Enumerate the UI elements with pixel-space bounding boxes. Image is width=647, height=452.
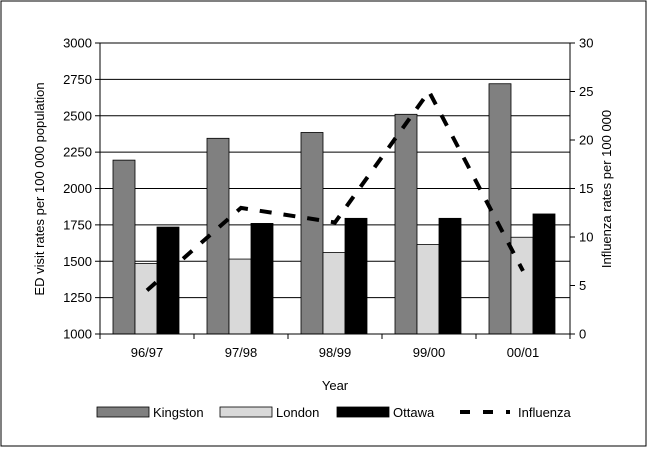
bars — [112, 83, 556, 335]
y-tick-label: 2250 — [63, 145, 92, 160]
y-tick-label: 1750 — [63, 217, 92, 232]
y2-tick-label: 10 — [579, 230, 593, 245]
line-influenza — [145, 87, 525, 292]
bar-london-96-97 — [134, 263, 158, 335]
bar-kingston-98-99 — [300, 132, 324, 335]
y-tick-label: 2000 — [63, 181, 92, 196]
y-axis-title: ED visit rates per 100 000 population — [32, 82, 47, 295]
y2-tick-label: 15 — [579, 181, 593, 196]
x-tick-label: 98/99 — [319, 345, 352, 360]
bar-london-98-99 — [322, 252, 346, 335]
y-tick-label: 2750 — [63, 72, 92, 87]
y2-tick-label: 25 — [579, 84, 593, 99]
x-tick-label: 96/97 — [131, 345, 164, 360]
legend-item-influenza: Influenza — [460, 405, 572, 420]
legend-swatch-kingston — [96, 406, 150, 418]
bar-london-99-00 — [416, 244, 440, 335]
legend-swatch-ottawa — [336, 406, 390, 418]
legend-label-influenza: Influenza — [518, 405, 572, 420]
legend-item-ottawa: Ottawa — [336, 405, 435, 420]
legend-label-kingston: Kingston — [153, 405, 204, 420]
legend-label-london: London — [276, 405, 319, 420]
y-tick-label: 1000 — [63, 327, 92, 342]
bar-ottawa-00-01 — [532, 213, 556, 335]
legend: Kingston London Ottawa Influenza — [96, 405, 572, 420]
x-tick-label: 97/98 — [225, 345, 258, 360]
influenza-line — [145, 87, 525, 292]
y-tick-label: 1250 — [63, 290, 92, 305]
bar-kingston-99-00 — [394, 113, 418, 335]
bar-kingston-96-97 — [112, 159, 136, 335]
y2-tick-label: 30 — [579, 36, 593, 51]
y2-axis-title: Influenza rates per 100 000 — [599, 110, 614, 268]
y-tick-label: 2500 — [63, 108, 92, 123]
bar-ottawa-97-98 — [250, 223, 274, 335]
y-tick-label: 3000 — [63, 36, 92, 51]
bar-london-97-98 — [228, 258, 252, 335]
bar-ottawa-99-00 — [438, 217, 462, 335]
bar-ottawa-98-99 — [344, 217, 368, 335]
y2-tick-label: 5 — [579, 278, 586, 293]
x-axis-title: Year — [322, 378, 349, 393]
legend-swatch-london — [219, 406, 273, 418]
bar-ottawa-96-97 — [156, 226, 180, 335]
axes: 1000 1250 1500 1750 2000 2250 2500 2750 3000 0 5 10… — [63, 36, 593, 361]
y-tick-label: 1500 — [63, 254, 92, 269]
legend-item-london: London — [219, 405, 319, 420]
x-tick-label: 00/01 — [507, 345, 540, 360]
x-tick-label: 99/00 — [413, 345, 446, 360]
y2-tick-label: 20 — [579, 133, 593, 148]
legend-item-kingston: Kingston — [96, 405, 204, 420]
legend-label-ottawa: Ottawa — [393, 405, 435, 420]
y2-tick-label: 0 — [579, 327, 586, 342]
